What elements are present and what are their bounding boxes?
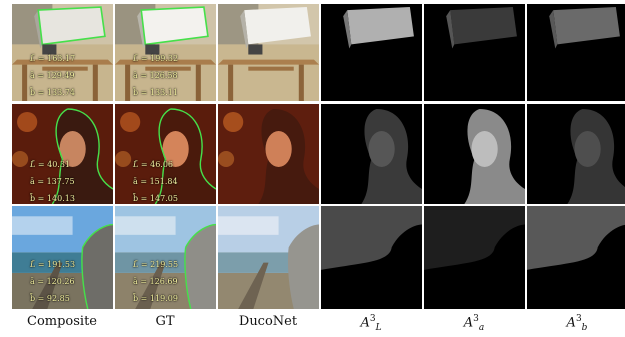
mask-region [567, 109, 625, 204]
image-composite-row1: L̄ = 163.17 ā = 129.49 b̄ = 133.74 [12, 4, 113, 101]
attention-map-L-row3 [321, 206, 422, 309]
stat-L-mean: L̄ = 199.32 [133, 54, 179, 63]
col-label-attention-a: A3a [463, 314, 485, 333]
microwave-scene [12, 4, 113, 101]
mask-region [321, 206, 422, 270]
stat-L-mean: L̄ = 163.17 [30, 54, 76, 63]
col-label-gt: GT [155, 314, 175, 329]
stat-b-mean: b̄ = 92.85 [30, 294, 70, 303]
attention-map-b-row1 [527, 4, 625, 101]
mask-region [361, 109, 422, 204]
stat-L-mean: L̄ = 219.55 [133, 260, 179, 269]
stat-L-mean: L̄ = 46.06 [133, 160, 174, 169]
stat-L-mean: L̄ = 40.31 [30, 160, 71, 169]
col-label-duconet: DucoNet [238, 314, 298, 329]
attention-map-L-row2 [321, 104, 422, 204]
stat-a-mean: ā = 126.58 [133, 71, 178, 80]
train-scene [12, 206, 113, 309]
image-duconet-row2 [218, 104, 319, 204]
image-duconet-row3 [218, 206, 319, 309]
mask-region [464, 109, 525, 204]
gt-stats-row1: L̄ = 199.32 ā = 126.58 b̄ = 133.11 [133, 54, 178, 97]
portrait-scene [12, 104, 113, 204]
stat-b-mean: b̄ = 140.13 [30, 194, 75, 203]
image-composite-row2: L̄ = 40.31 ā = 137.75 b̄ = 140.13 [12, 104, 113, 204]
gt-stats-row2: L̄ = 46.06 ā = 151.84 b̄ = 147.05 [133, 160, 178, 203]
portrait-scene [115, 104, 216, 204]
attention-map-b-row2 [527, 104, 625, 204]
mask-region [343, 7, 414, 49]
stat-a-mean: ā = 120.26 [30, 277, 75, 286]
mask-region [446, 7, 517, 49]
stat-b-mean: b̄ = 133.11 [133, 88, 178, 97]
stat-a-mean: ā = 129.49 [30, 71, 75, 80]
train-scene [218, 206, 319, 309]
train-scene [115, 206, 216, 309]
stat-b-mean: b̄ = 147.05 [133, 194, 178, 203]
stat-a-mean: ā = 151.84 [133, 177, 178, 186]
gt-stats-row3: L̄ = 219.55 ā = 126.69 b̄ = 119.09 [133, 260, 178, 303]
col-label-attention-L: A3L [360, 314, 382, 333]
stat-a-mean: ā = 137.75 [30, 177, 75, 186]
composite-stats-row1: L̄ = 163.17 ā = 129.49 b̄ = 133.74 [30, 54, 75, 97]
composite-stats-row3: L̄ = 191.53 ā = 120.26 b̄ = 92.85 [30, 260, 75, 303]
portrait-scene [218, 104, 319, 204]
stat-a-mean: ā = 126.69 [133, 277, 178, 286]
composite-stats-row2: L̄ = 40.31 ā = 137.75 b̄ = 140.13 [30, 160, 75, 203]
mask-region [424, 206, 525, 270]
stat-b-mean: b̄ = 133.74 [30, 88, 75, 97]
stat-b-mean: b̄ = 119.09 [133, 294, 178, 303]
image-gt-row1: L̄ = 199.32 ā = 126.58 b̄ = 133.11 [115, 4, 216, 101]
col-label-composite: Composite [27, 314, 97, 329]
col-label-attention-b: A3b [566, 314, 588, 333]
attention-map-L-row1 [321, 4, 422, 101]
image-gt-row2: L̄ = 46.06 ā = 151.84 b̄ = 147.05 [115, 104, 216, 204]
stat-L-mean: L̄ = 191.53 [30, 260, 76, 269]
image-composite-row3: L̄ = 191.53 ā = 120.26 b̄ = 92.85 [12, 206, 113, 309]
microwave-scene [218, 4, 319, 101]
attention-map-a-row1 [424, 4, 525, 101]
mask-region [549, 7, 620, 49]
image-duconet-row1 [218, 4, 319, 101]
mask-region [527, 206, 625, 270]
attention-map-b-row3 [527, 206, 625, 309]
microwave-scene [115, 4, 216, 101]
image-gt-row3: L̄ = 219.55 ā = 126.69 b̄ = 119.09 [115, 206, 216, 309]
attention-map-a-row2 [424, 104, 525, 204]
attention-map-a-row3 [424, 206, 525, 309]
